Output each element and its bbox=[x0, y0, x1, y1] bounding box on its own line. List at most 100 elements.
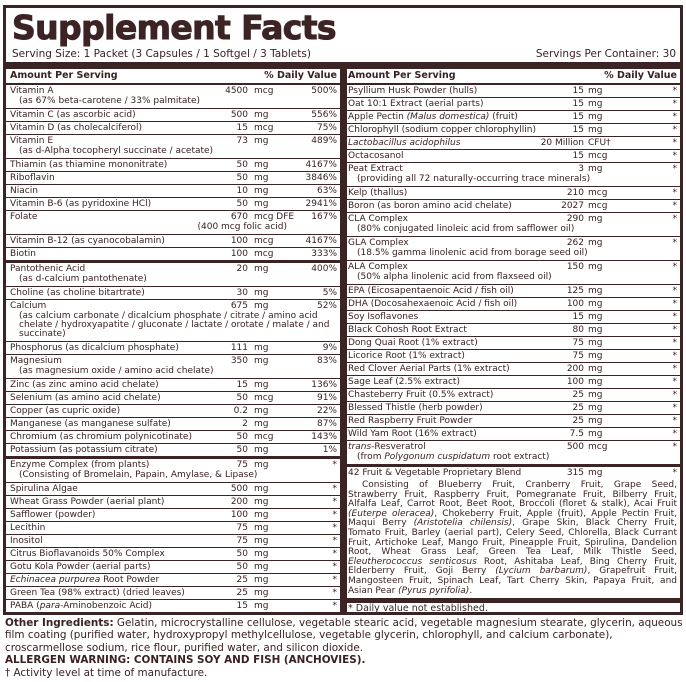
nutrient-row: Boron (as boron amino acid chelate) 2027 m… bbox=[344, 200, 680, 213]
amount: 315 bbox=[566, 468, 584, 478]
text-segment: Riboflavin bbox=[10, 173, 55, 183]
unit: mcg bbox=[588, 201, 608, 211]
text-segment: Lecithin bbox=[10, 523, 46, 533]
nutrient-name: DHA (Docosahexaenoic Acid / fish oil) bbox=[348, 299, 677, 310]
nutrient-row: Choline (as choline bitartrate) 30 mg 5% bbox=[6, 287, 340, 300]
daily-value: 5% bbox=[322, 288, 337, 298]
amount: 15 bbox=[572, 112, 584, 122]
daily-value: * bbox=[672, 99, 678, 109]
nutrient-row: Vitamin D (as cholecalciferol) 15 mcg 75% bbox=[6, 122, 340, 135]
nutrient-row: Red Raspberry Fruit Powder 25 mg * bbox=[344, 415, 680, 428]
nutrient-row: ALA Complex (50% alpha linolenic acid fro… bbox=[344, 261, 680, 285]
daily-value: * bbox=[672, 138, 678, 148]
text-segment: (providing all 72 naturally-occurring tr… bbox=[357, 174, 591, 184]
nutrient-source: (80% conjugated linoleic acid from saffl… bbox=[348, 225, 677, 234]
text-segment: Enzyme Complex (from plants) bbox=[10, 460, 150, 470]
dv-header: % Daily Value bbox=[264, 70, 337, 81]
text-segment: para bbox=[39, 601, 61, 611]
nutrient-name: Folate bbox=[10, 212, 337, 223]
nutrient-name: Pantothenic Acid bbox=[10, 264, 337, 275]
text-segment: -Resveratrol bbox=[371, 442, 426, 452]
nutrient-name: ALA Complex bbox=[348, 262, 677, 273]
unit: mg bbox=[254, 173, 269, 183]
nutrient-name: Chasteberry Fruit (0.5% extract) bbox=[348, 390, 677, 401]
text-segment: (50% alpha linolenic acid from flaxseed … bbox=[357, 272, 552, 282]
daily-value: 91% bbox=[316, 393, 337, 403]
daily-value: * bbox=[332, 588, 338, 598]
daily-value: 9% bbox=[322, 343, 337, 353]
text-segment: (80% conjugated linoleic acid from saffl… bbox=[357, 224, 575, 234]
daily-value: * bbox=[332, 460, 338, 470]
amount: 15 bbox=[572, 125, 584, 135]
nutrient-row: Peat Extract (providing all 72 naturally-… bbox=[344, 163, 680, 187]
daily-value: * bbox=[672, 214, 678, 224]
amount: 75 bbox=[236, 460, 248, 470]
nutrient-row: Safflower (powder) 100 mg * bbox=[6, 509, 340, 522]
amount: 50 bbox=[236, 549, 248, 559]
nutrient-row: Zinc (as zinc amino acid chelate) 15 mg 136… bbox=[6, 379, 340, 392]
nutrient-name: Red Clover Aerial Parts (1% extract) bbox=[348, 364, 677, 375]
unit: mg bbox=[588, 99, 603, 109]
supplement-facts-panel: Supplement Facts Serving Size: 1 Packet … bbox=[3, 5, 683, 615]
text-segment: Potassium (as potassium citrate) bbox=[10, 445, 158, 455]
unit: mg bbox=[254, 264, 269, 274]
amount: 75 bbox=[236, 523, 248, 533]
text-segment: , Grapefruit Fruit, Mangosteen Fruit, Sp… bbox=[348, 566, 677, 596]
daily-value: * bbox=[672, 364, 678, 374]
nutrient-row: Chromium (as chromium polynicotinate) 50 m… bbox=[6, 431, 340, 444]
daily-value: 2941% bbox=[305, 199, 337, 209]
amount-header: Amount Per Serving bbox=[10, 70, 118, 81]
nutrient-name: Magnesium bbox=[10, 356, 337, 367]
unit: mg bbox=[588, 86, 603, 96]
text-segment: , Grape Skin, Black Cherry Fruit, Tomato… bbox=[348, 518, 678, 558]
amount: 80 bbox=[572, 325, 584, 335]
nutrient-row: Vitamin A (as 67% beta-carotene / 33% pal… bbox=[6, 85, 340, 109]
unit: mcg bbox=[588, 151, 608, 161]
nutrient-row: Vitamin B-6 (as pyridoxine HCl) 50 mg 2941% bbox=[6, 198, 340, 211]
nutrient-name: Zinc (as zinc amino acid chelate) bbox=[10, 380, 337, 391]
daily-value: * bbox=[672, 238, 678, 248]
amount: 15 bbox=[236, 601, 248, 611]
daily-value: * bbox=[672, 286, 678, 296]
unit: mg bbox=[254, 356, 269, 366]
unit: mcg bbox=[254, 432, 274, 442]
text-segment: (Aristotelia chilensis) bbox=[413, 518, 513, 529]
daily-value: * bbox=[672, 338, 678, 348]
text-segment: (as magnesium oxide / amino acid chelate… bbox=[19, 366, 214, 376]
text-segment: Pantothenic Acid bbox=[10, 264, 86, 274]
amount: 2 bbox=[242, 419, 248, 429]
serving-size: Serving Size: 1 Packet (3 Capsules / 1 S… bbox=[12, 48, 311, 60]
unit: mcg DFE bbox=[254, 212, 295, 222]
nutrient-name: Octacosanol bbox=[348, 151, 677, 162]
nutrient-row: Citrus Bioflavanoids 50% Complex 50 mg * bbox=[6, 548, 340, 561]
text-segment: Lactobacillus acidophilus bbox=[348, 138, 461, 148]
nutrient-row: Calcium (as calcium carbonate / dicalcium… bbox=[6, 300, 340, 342]
nutrient-row: Vitamin C (as ascorbic acid) 500 mg 556% bbox=[6, 109, 340, 122]
daily-value: * bbox=[672, 416, 678, 426]
blend-row: 42 Fruit & Vegetable Proprietary Blend 3… bbox=[344, 467, 680, 480]
unit: mg bbox=[588, 416, 603, 426]
unit: mg bbox=[254, 601, 269, 611]
text-segment: Boron (as boron amino acid chelate) bbox=[348, 201, 512, 211]
nutrient-row: Blessed Thistle (herb powder) 25 mg * bbox=[344, 402, 680, 415]
unit: mcg bbox=[588, 442, 608, 452]
daily-value: 136% bbox=[311, 380, 337, 390]
nutrient-row: Niacin 10 mg 63% bbox=[6, 185, 340, 198]
unit: mg bbox=[254, 380, 269, 390]
unit: mg bbox=[588, 468, 603, 478]
amount: 50 bbox=[236, 199, 248, 209]
nutrient-name: Gotu Kola Powder (aerial parts) bbox=[10, 562, 337, 573]
daily-value: 75% bbox=[316, 123, 337, 133]
daily-value: 556% bbox=[311, 110, 337, 120]
dagger-note: † Activity level at time of manufacture. bbox=[5, 666, 208, 679]
daily-value: 500% bbox=[311, 86, 337, 96]
text-segment: Blessed Thistle (herb powder) bbox=[348, 403, 483, 413]
unit: mg bbox=[254, 288, 269, 298]
nutrient-name: Riboflavin bbox=[10, 173, 337, 184]
daily-value: 3846% bbox=[305, 173, 337, 183]
unit: mcg bbox=[254, 393, 274, 403]
nutrient-row: Green Tea (98% extract) (dried leaves) 25… bbox=[6, 587, 340, 600]
daily-value: * bbox=[672, 429, 678, 439]
text-segment: (as 67% beta-carotene / 33% palmitate) bbox=[19, 96, 200, 106]
text-segment: (Lycium barbarum) bbox=[495, 566, 588, 577]
